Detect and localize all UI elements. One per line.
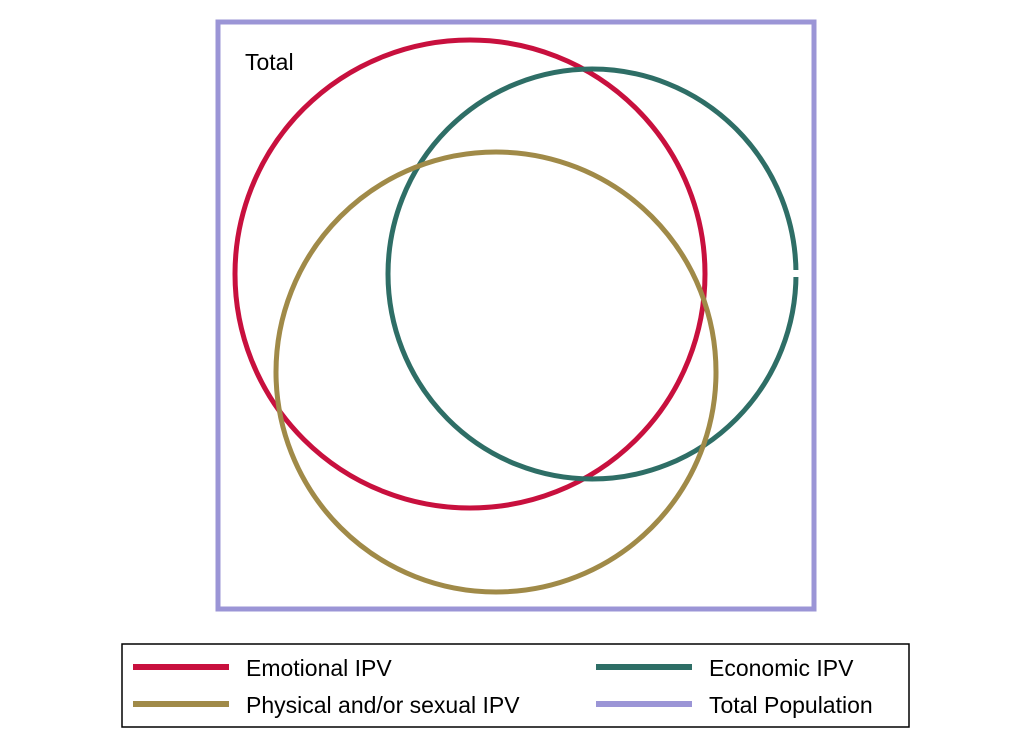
economic-ipv-circle bbox=[385, 66, 799, 482]
legend-box bbox=[121, 643, 910, 728]
legend-label-emotional-ipv: Emotional IPV bbox=[246, 655, 392, 681]
legend-item-emotional-ipv: Emotional IPV bbox=[133, 655, 392, 681]
legend-item-economic-ipv: Economic IPV bbox=[596, 655, 854, 681]
legend-label-economic-ipv: Economic IPV bbox=[709, 655, 854, 681]
legend-label-total-population: Total Population bbox=[709, 692, 873, 718]
legend-label-physical-ipv: Physical and/or sexual IPV bbox=[246, 692, 520, 718]
panel-label: Total bbox=[245, 49, 294, 75]
legend-item-total-population: Total Population bbox=[596, 692, 873, 718]
physical-ipv-circle bbox=[273, 149, 719, 595]
legend-item-physical-ipv: Physical and/or sexual IPV bbox=[133, 692, 520, 718]
legend: Emotional IPV Economic IPV Physical and/… bbox=[121, 643, 910, 728]
total-population-frame bbox=[215, 19, 817, 612]
emotional-ipv-circle bbox=[232, 37, 708, 511]
economic-circle-gap bbox=[792, 270, 800, 277]
